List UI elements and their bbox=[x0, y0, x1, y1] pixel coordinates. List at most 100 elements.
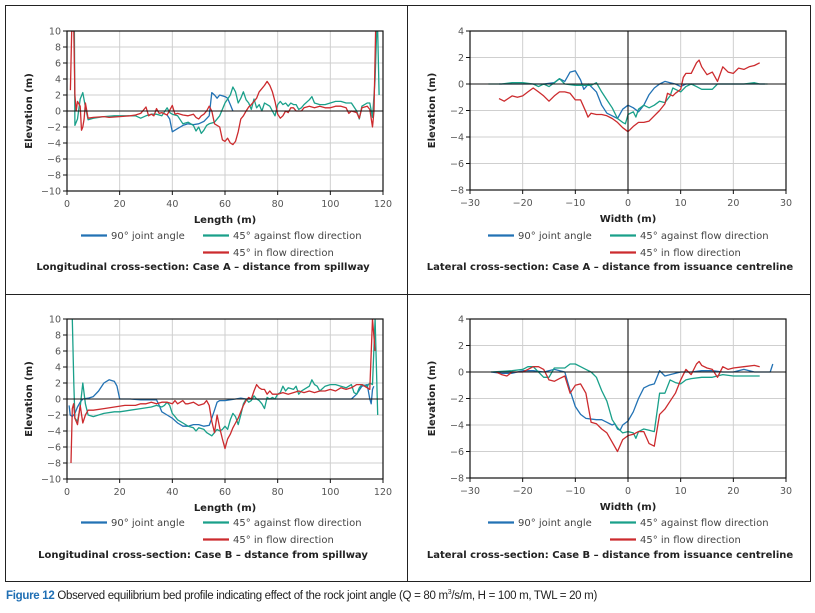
x-tick-label: 0 bbox=[64, 487, 70, 498]
legend-label: 45° against flow direction bbox=[233, 231, 362, 242]
legend-label: 45° in flow direction bbox=[233, 535, 334, 546]
x-tick-label: 60 bbox=[219, 199, 231, 210]
x-tick-label: −30 bbox=[460, 486, 480, 497]
x-tick-label: −10 bbox=[565, 198, 585, 209]
series-line-90deg bbox=[491, 363, 774, 431]
y-tick-label: 10 bbox=[49, 315, 61, 326]
x-tick-label: 100 bbox=[321, 199, 339, 210]
legend-label: 45° in flow direction bbox=[640, 535, 741, 546]
y-axis-title: Elevation (m) bbox=[24, 73, 35, 149]
y-tick-label: 8 bbox=[55, 331, 61, 342]
x-tick-label: 20 bbox=[114, 199, 126, 210]
x-tick-label: 20 bbox=[727, 198, 739, 209]
y-tick-label: 6 bbox=[55, 347, 61, 358]
y-tick-label: −2 bbox=[47, 411, 61, 422]
x-tick-label: 80 bbox=[272, 199, 284, 210]
series-line-45deg-in-flow bbox=[69, 31, 377, 146]
chart-subtitle: Lateral cross-section: Case B – distance… bbox=[427, 550, 794, 561]
series-line-45deg-against-flow bbox=[488, 78, 768, 125]
y-tick-label: −10 bbox=[41, 475, 61, 486]
legend-label: 45° in flow direction bbox=[233, 248, 334, 259]
series-line-90deg bbox=[499, 70, 765, 120]
y-tick-label: −10 bbox=[41, 187, 61, 198]
chart-subtitle: Lateral cross-section: Case A – distance… bbox=[427, 262, 794, 273]
y-tick-label: 10 bbox=[49, 27, 61, 38]
x-tick-label: −30 bbox=[460, 198, 480, 209]
x-tick-label: 10 bbox=[675, 198, 687, 209]
x-tick-label: 0 bbox=[625, 198, 631, 209]
x-tick-label: 20 bbox=[727, 486, 739, 497]
y-tick-label: −6 bbox=[450, 159, 464, 170]
legend-label: 90° joint angle bbox=[111, 231, 185, 242]
chart-subtitle: Longitudinal cross-section: Case A – dis… bbox=[36, 262, 370, 273]
x-tick-label: 0 bbox=[64, 199, 70, 210]
x-tick-label: 40 bbox=[166, 487, 178, 498]
legend: 90° joint angle 45° against flow directio… bbox=[81, 231, 362, 259]
series-line-45deg-against-flow bbox=[491, 363, 760, 439]
x-tick-label: −20 bbox=[513, 486, 533, 497]
y-tick-label: −4 bbox=[47, 427, 61, 438]
series-line-45deg-against-flow bbox=[72, 31, 380, 135]
x-tick-label: 120 bbox=[374, 199, 392, 210]
figure-frame bbox=[5, 5, 811, 582]
legend-label: 45° against flow direction bbox=[233, 518, 362, 529]
x-tick-label: 40 bbox=[166, 199, 178, 210]
y-tick-label: 2 bbox=[55, 91, 61, 102]
legend-label: 45° against flow direction bbox=[640, 231, 769, 242]
y-tick-label: 0 bbox=[55, 395, 61, 406]
y-tick-label: 4 bbox=[458, 27, 464, 38]
y-tick-label: 2 bbox=[55, 379, 61, 390]
y-tick-label: 2 bbox=[458, 53, 464, 64]
x-axis-title: Length (m) bbox=[194, 503, 256, 514]
x-tick-label: 10 bbox=[675, 486, 687, 497]
y-tick-label: 0 bbox=[458, 80, 464, 91]
y-tick-label: 0 bbox=[55, 107, 61, 118]
series-line-45deg-in-flow bbox=[498, 59, 760, 133]
x-axis-title: Width (m) bbox=[600, 502, 657, 513]
y-tick-label: −4 bbox=[450, 133, 464, 144]
x-tick-label: −20 bbox=[513, 198, 533, 209]
y-tick-label: −8 bbox=[47, 459, 61, 470]
x-tick-label: 60 bbox=[219, 487, 231, 498]
y-axis-title: Elevation (m) bbox=[24, 361, 35, 437]
y-tick-label: −2 bbox=[47, 123, 61, 134]
y-tick-label: −2 bbox=[450, 394, 464, 405]
y-tick-label: −6 bbox=[450, 447, 464, 458]
x-tick-label: 30 bbox=[780, 486, 792, 497]
caption-superscript: 3 bbox=[447, 589, 452, 596]
legend-label: 45° against flow direction bbox=[640, 518, 769, 529]
caption-text: Observed equilibrium bed profile indicat… bbox=[57, 589, 448, 602]
y-axis-title: Elevation (m) bbox=[427, 73, 438, 149]
x-axis-title: Length (m) bbox=[194, 215, 256, 226]
caption-text-end: /s/m, H = 100 m, TWL = 20 m) bbox=[451, 589, 597, 602]
y-tick-label: −6 bbox=[47, 155, 61, 166]
series-line-90deg bbox=[68, 379, 375, 427]
y-tick-label: 6 bbox=[55, 59, 61, 70]
legend-label: 90° joint angle bbox=[518, 231, 592, 242]
y-tick-label: −4 bbox=[47, 139, 61, 150]
x-tick-label: 120 bbox=[374, 487, 392, 498]
x-tick-label: 80 bbox=[272, 487, 284, 498]
legend-label: 90° joint angle bbox=[111, 518, 185, 529]
panel-divider-vertical bbox=[407, 5, 408, 582]
x-tick-label: 30 bbox=[780, 198, 792, 209]
legend: 90° joint angle 45° against flow directio… bbox=[488, 231, 769, 259]
x-tick-label: −10 bbox=[565, 486, 585, 497]
y-tick-label: −8 bbox=[47, 171, 61, 182]
y-tick-label: 2 bbox=[458, 341, 464, 352]
legend-label: 90° joint angle bbox=[518, 518, 592, 529]
x-tick-label: 100 bbox=[321, 487, 339, 498]
x-tick-label: 0 bbox=[625, 486, 631, 497]
x-tick-label: 20 bbox=[114, 487, 126, 498]
panel-divider-horizontal bbox=[5, 294, 811, 295]
series-line-90deg bbox=[166, 91, 234, 133]
y-tick-label: −2 bbox=[450, 106, 464, 117]
y-tick-label: −4 bbox=[450, 421, 464, 432]
series-line-45deg-in-flow bbox=[70, 319, 376, 464]
y-tick-label: 0 bbox=[458, 368, 464, 379]
y-tick-label: −8 bbox=[450, 186, 464, 197]
